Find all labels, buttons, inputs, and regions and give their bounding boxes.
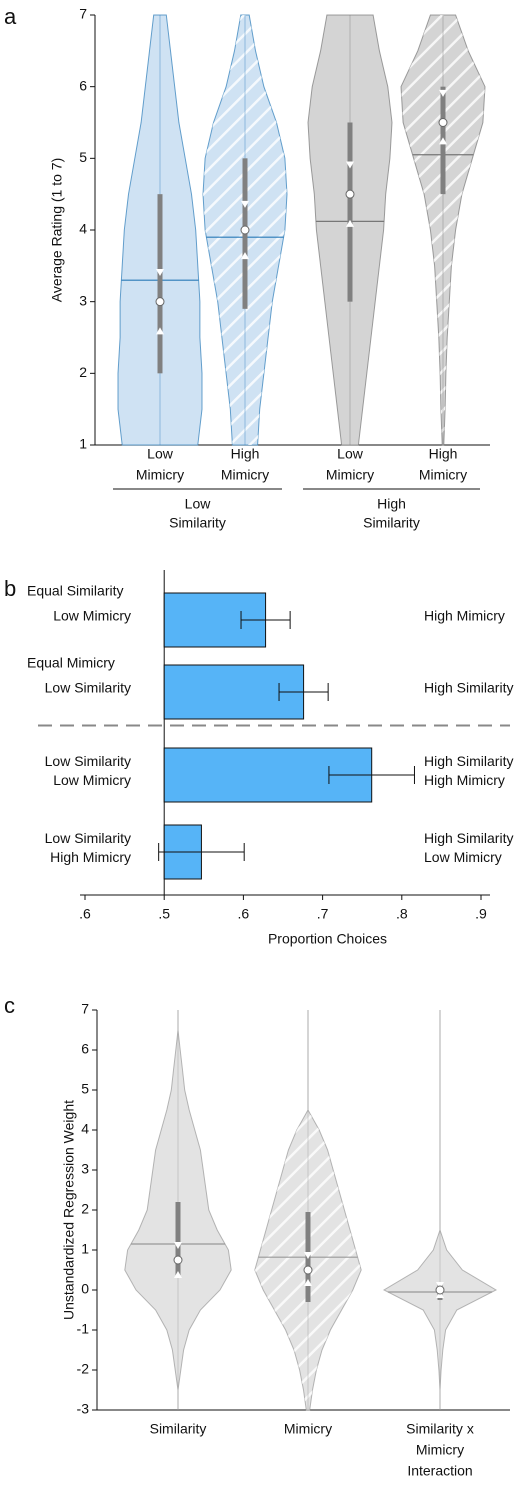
y-tick-label: 2	[79, 364, 87, 380]
y-axis-label: Unstandardized Regression Weight	[61, 1100, 77, 1320]
violin	[400, 14, 486, 446]
right-label: High Similarity	[424, 830, 513, 846]
ci-upper	[174, 1242, 182, 1249]
left-label: Low Similarity	[45, 680, 131, 696]
x-tick-label: Interaction	[407, 1463, 472, 1479]
median-dot	[435, 1285, 445, 1295]
y-tick-label: 2	[81, 1201, 89, 1217]
x-tick-label: .7	[317, 906, 329, 922]
y-tick-label: 7	[79, 6, 87, 22]
x-tick-label: Similarity x	[406, 1421, 474, 1437]
y-tick-label: 4	[79, 221, 87, 237]
error-bar	[278, 683, 329, 701]
y-tick-label: 5	[81, 1081, 89, 1097]
iqr-bar	[175, 1202, 181, 1276]
y-tick-label: -3	[77, 1401, 90, 1417]
group-label: Low	[185, 496, 212, 512]
violin-body	[382, 1010, 498, 1410]
ci-lower	[439, 137, 447, 145]
y-tick-label: 4	[81, 1121, 89, 1137]
y-tick-label: 6	[79, 77, 87, 93]
panel-letter: a	[4, 4, 17, 29]
violin	[202, 14, 288, 446]
y-tick-label: -2	[77, 1361, 90, 1377]
ci-lower	[174, 1271, 182, 1278]
ci-lower	[156, 327, 164, 335]
error-bar	[328, 766, 415, 784]
error-bar	[158, 843, 245, 861]
y-tick-label: 6	[81, 1041, 89, 1057]
panel-letter: c	[4, 993, 15, 1018]
left-label: High Mimicry	[50, 849, 131, 865]
left-label: Low Mimicry	[53, 772, 131, 788]
right-label: Low Mimicry	[424, 849, 502, 865]
x-tick-label: High	[231, 446, 260, 462]
y-tick-label: 7	[81, 1001, 89, 1017]
median-dot	[173, 1255, 183, 1265]
x-tick-label: Mimicry	[284, 1421, 332, 1437]
x-tick-label: Mimicry	[136, 467, 184, 483]
median-dot	[155, 297, 165, 307]
x-tick-label: .6	[238, 906, 250, 922]
violin-hatch	[254, 1010, 362, 1410]
x-tick-label: Low	[337, 446, 364, 462]
x-tick-label: Mimicry	[419, 467, 467, 483]
violin	[117, 14, 203, 446]
right-label: High Mimicry	[424, 772, 505, 788]
y-tick-label: 1	[81, 1241, 89, 1257]
ci-upper	[439, 89, 447, 97]
median-dot	[240, 225, 250, 235]
x-tick-label: .5	[158, 906, 170, 922]
y-tick-label: 1	[79, 436, 87, 452]
x-tick-label: High	[429, 446, 458, 462]
left-label: Low Similarity	[45, 830, 131, 846]
group-label: Similarity	[363, 515, 420, 531]
y-tick-label: -1	[77, 1321, 90, 1337]
x-tick-label: Mimicry	[416, 1442, 464, 1458]
ci-upper	[156, 269, 164, 276]
ci-lower	[346, 219, 354, 227]
right-label: High Mimicry	[424, 608, 505, 624]
ci-upper	[304, 1252, 312, 1259]
ci-upper	[241, 200, 249, 208]
median-dot	[345, 189, 355, 199]
iqr-bar	[157, 194, 163, 374]
ci-lower	[241, 252, 249, 260]
x-axis-label: Proportion Choices	[268, 931, 387, 947]
ci-lower	[304, 1279, 312, 1286]
violin	[382, 1010, 498, 1410]
y-tick-label: 3	[79, 292, 87, 308]
x-tick-label: Similarity	[150, 1421, 207, 1437]
iqr-bar	[347, 122, 353, 302]
violin-hatch	[401, 15, 485, 445]
group-label: High	[377, 496, 406, 512]
row-heading: Equal Similarity	[27, 583, 123, 599]
row-heading: Equal Mimicry	[27, 655, 115, 671]
y-tick-label: 3	[81, 1161, 89, 1177]
right-label: High Similarity	[424, 680, 513, 696]
x-tick-label: .6	[79, 906, 91, 922]
x-tick-label: Mimicry	[326, 467, 374, 483]
error-bar	[240, 611, 291, 629]
median-dot	[438, 118, 448, 127]
violin	[307, 14, 393, 446]
x-tick-label: .8	[396, 906, 408, 922]
violin	[124, 1010, 232, 1410]
group-label: Similarity	[169, 515, 226, 531]
x-tick-label: Low	[147, 446, 174, 462]
left-label: Low Mimicry	[53, 608, 131, 624]
right-label: High Similarity	[424, 753, 513, 769]
y-tick-label: 0	[81, 1281, 89, 1297]
x-tick-label: Mimicry	[221, 467, 269, 483]
ci-upper	[346, 161, 354, 169]
y-tick-label: 5	[79, 149, 87, 165]
x-tick-label: .9	[475, 906, 487, 922]
violin	[254, 1010, 362, 1411]
left-label: Low Similarity	[45, 753, 131, 769]
y-axis-label: Average Rating (1 to 7)	[49, 158, 65, 303]
median-dot	[303, 1265, 313, 1275]
panel-letter: b	[4, 576, 16, 601]
